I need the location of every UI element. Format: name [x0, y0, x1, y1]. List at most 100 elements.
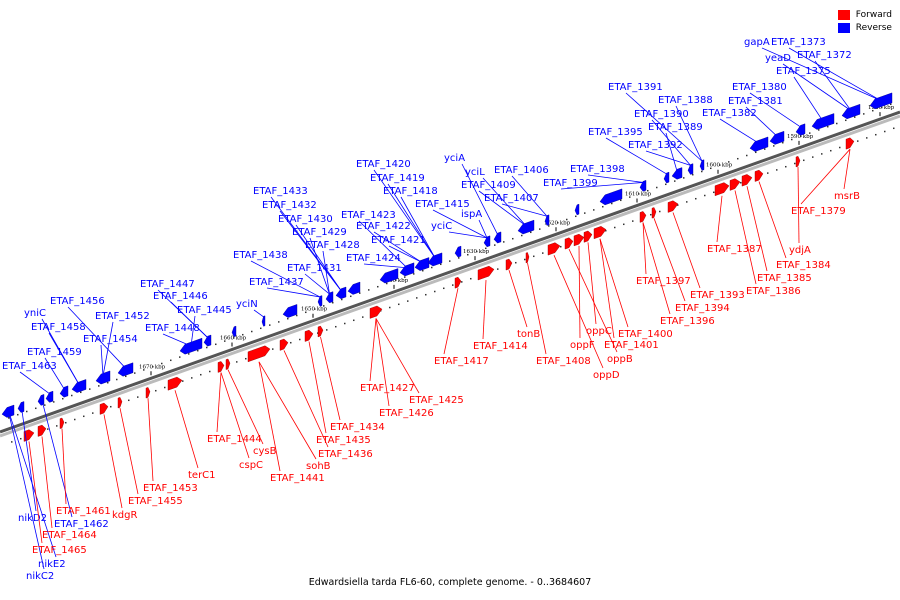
reverse-gene-label: ETAF_1372 [797, 50, 852, 61]
track-dot [224, 340, 226, 342]
legend-forward-label: Forward [855, 9, 892, 20]
forward-leader [482, 280, 487, 340]
track-dot [242, 333, 244, 336]
reverse-gene [317, 295, 323, 307]
track-dot [182, 380, 184, 382]
forward-leader [147, 398, 154, 482]
forward-leader [320, 336, 341, 421]
forward-gene [714, 182, 730, 197]
forward-leader [672, 212, 701, 289]
forward-leader [227, 369, 264, 445]
forward-leader [216, 372, 222, 433]
reverse-gene-label: yniC [24, 308, 46, 319]
reverse-leader [665, 132, 678, 172]
forward-gene [573, 233, 585, 247]
forward-leader [508, 269, 528, 328]
track-dot [605, 229, 607, 232]
track-dot [164, 386, 166, 389]
reverse-gene [517, 219, 535, 235]
reverse-leader [605, 137, 667, 175]
forward-leader [746, 186, 768, 272]
reverse-gene [544, 214, 550, 226]
forward-leader [642, 222, 647, 275]
forward-gene-label: ETAF_1453 [143, 483, 198, 494]
track-dot [143, 369, 145, 371]
reverse-gene [231, 325, 237, 338]
track-dot [92, 412, 94, 414]
track-dot [773, 145, 775, 147]
forward-gene-label: ETAF_1435 [316, 435, 371, 446]
forward-leader [568, 248, 618, 353]
track-dot [425, 293, 427, 296]
reverse-leader [373, 169, 436, 259]
track-dot [737, 157, 739, 160]
reverse-gene-label: ETAF_1437 [249, 277, 304, 288]
reverse-gene [261, 315, 266, 327]
genome-backbone [0, 110, 900, 434]
track-dot [548, 225, 550, 227]
track-dot [746, 154, 748, 157]
reverse-leader [761, 47, 882, 102]
reverse-leader [587, 174, 644, 183]
track-dot [659, 210, 661, 213]
legend-reverse-label: Reverse [855, 22, 892, 33]
reverse-gene [347, 281, 361, 295]
track-dot [398, 303, 400, 306]
forward-gene-label: ydjA [789, 245, 811, 256]
forward-gene [505, 258, 513, 271]
track-dot [233, 337, 235, 339]
track-dot [17, 413, 19, 416]
reverse-gene [493, 231, 502, 244]
track-dot [251, 330, 253, 333]
forward-gene-label: cysB [253, 446, 277, 457]
reverse-leader [782, 63, 852, 111]
track-dot [296, 314, 298, 317]
track-dot [353, 319, 355, 322]
reverse-leader [363, 263, 408, 269]
forward-leader [258, 361, 281, 472]
track-dot [776, 169, 778, 171]
reverse-gene-label: ETAF_1445 [177, 305, 232, 316]
reverse-leader [388, 245, 423, 263]
forward-gene-label: cspC [239, 460, 263, 471]
track-dot [137, 396, 139, 398]
track-dot [458, 257, 460, 259]
reverse-leader [358, 220, 408, 269]
track-dot [209, 370, 211, 373]
forward-gene-label: ETAF_1441 [270, 473, 325, 484]
track-dot [704, 194, 706, 197]
track-dot [539, 228, 541, 230]
track-dot [71, 394, 73, 397]
track-dot [317, 332, 319, 334]
reverse-gene-label: ETAF_1373 [771, 37, 826, 48]
forward-leader [258, 361, 317, 460]
track-dot [155, 389, 157, 392]
forward-gene-label: ETAF_1394 [675, 303, 730, 314]
track-dot [593, 209, 595, 211]
track-dot [623, 223, 625, 226]
reverse-gene [427, 252, 443, 267]
reverse-gene [1, 404, 15, 418]
reverse-gene-label: ETAF_1447 [140, 279, 195, 290]
track-dot [368, 289, 370, 291]
track-dot [395, 279, 397, 282]
track-dot [713, 191, 715, 194]
track-dot [629, 196, 631, 198]
forward-gene-label: oppC [586, 326, 612, 337]
figure-caption: Edwardsiella tarda FL6-60, complete geno… [308, 577, 592, 588]
reverse-leader [511, 175, 548, 217]
track-dot [809, 132, 811, 134]
track-dot [620, 199, 622, 202]
reverse-leader [44, 357, 65, 389]
track-dot [134, 372, 136, 374]
forward-leader [578, 245, 581, 339]
track-dot [188, 353, 190, 355]
forward-swatch [837, 9, 850, 20]
track-dot [191, 377, 193, 379]
forward-leader [587, 242, 597, 325]
forward-gene [729, 178, 741, 191]
track-dot [845, 119, 847, 122]
track-dot [785, 165, 787, 168]
track-dot [8, 417, 10, 419]
forward-leader [642, 222, 671, 315]
